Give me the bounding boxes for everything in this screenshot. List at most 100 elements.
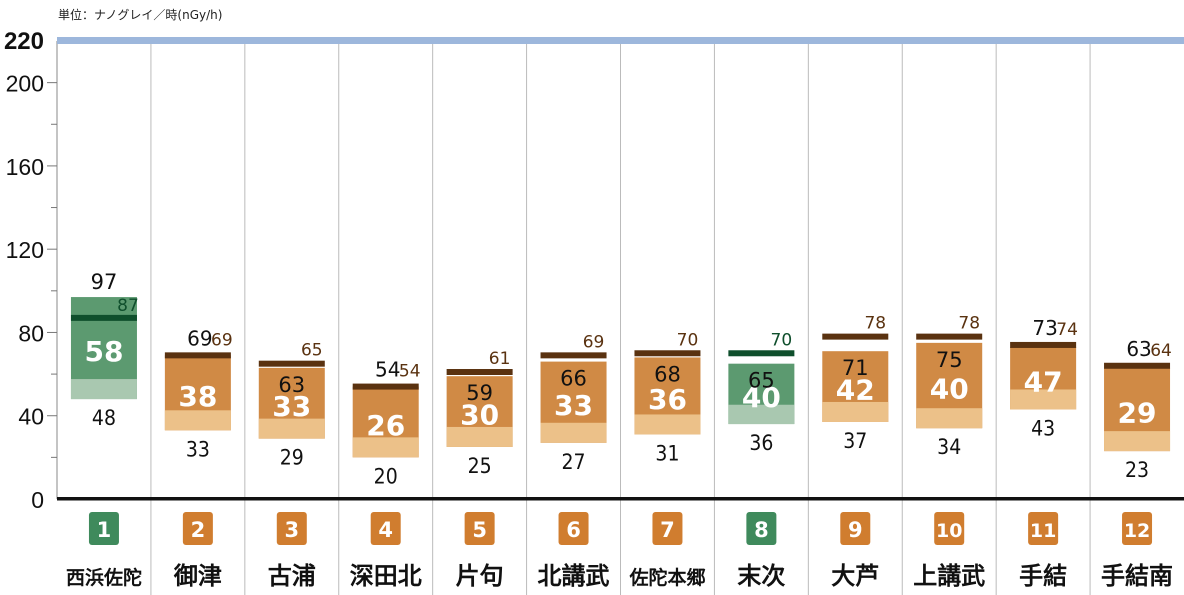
station-name: 佐陀本郷 — [628, 566, 705, 589]
min-label: 33 — [186, 437, 210, 461]
station-number: 11 — [1030, 520, 1056, 542]
max-label: 63 — [1126, 337, 1151, 361]
current-value-bar — [446, 369, 513, 376]
range-bar-lower — [446, 426, 513, 447]
max-label: 73 — [1032, 316, 1057, 340]
average-label: 29 — [1118, 396, 1157, 429]
station-badge — [464, 512, 495, 545]
min-label: 48 — [92, 406, 116, 430]
current-label: 78 — [958, 314, 980, 334]
station-badge — [1028, 512, 1059, 545]
min-label: 34 — [937, 435, 961, 459]
station-name: 深田北 — [350, 562, 422, 590]
station-badge — [182, 512, 213, 545]
y-tick-label: 160 — [6, 154, 44, 180]
min-label: 37 — [843, 429, 867, 453]
y-tick-label: 220 — [4, 28, 44, 55]
station-name: 北講武 — [538, 562, 610, 590]
station-badge — [934, 512, 965, 545]
station-name: 手結南 — [1101, 562, 1173, 590]
station-name: 片句 — [456, 562, 504, 590]
max-label: 65 — [748, 369, 775, 393]
current-value-bar — [164, 352, 231, 359]
station-number: 5 — [472, 518, 487, 542]
max-label: 66 — [560, 367, 587, 391]
current-label: 87 — [117, 296, 139, 316]
unit-label: 単位：ナノグレイ／時(nGy/h) — [58, 8, 223, 22]
min-label: 36 — [749, 431, 773, 455]
station-number: 1 — [97, 518, 112, 542]
average-label: 30 — [460, 399, 499, 432]
average-label: 40 — [930, 373, 969, 406]
station-badge — [276, 512, 307, 545]
min-label: 31 — [655, 441, 679, 465]
min-label: 27 — [562, 450, 586, 474]
current-value-bar — [258, 360, 325, 367]
station-number: 2 — [191, 518, 206, 542]
average-label: 47 — [1024, 365, 1063, 398]
average-label: 42 — [836, 374, 875, 407]
station-badge — [1122, 512, 1153, 545]
station-name: 大芦 — [831, 562, 879, 590]
station-name: 上講武 — [913, 562, 985, 590]
range-bar-lower — [728, 404, 795, 425]
average-label: 33 — [554, 389, 593, 422]
average-label: 38 — [178, 380, 217, 413]
current-value-bar — [728, 350, 795, 357]
average-label: 58 — [84, 335, 123, 368]
current-label: 65 — [301, 341, 323, 361]
station-badge — [558, 512, 589, 545]
station-name: 手結 — [1019, 562, 1067, 590]
current-value-bar — [1104, 362, 1171, 369]
current-label: 69 — [583, 332, 605, 352]
max-label: 68 — [654, 362, 681, 386]
y-tick-label: 40 — [18, 404, 44, 430]
max-label: 54 — [375, 358, 400, 382]
current-value-bar — [822, 333, 889, 340]
current-label: 69 — [211, 330, 233, 350]
current-label: 54 — [399, 362, 421, 382]
station-number: 6 — [566, 518, 581, 542]
max-label: 69 — [187, 326, 212, 350]
y-tick-label: 120 — [6, 237, 44, 263]
max-label: 71 — [842, 356, 869, 380]
current-value-bar — [916, 333, 983, 340]
current-label: 61 — [489, 349, 511, 369]
station-number: 10 — [936, 520, 962, 542]
range-bar-lower — [634, 414, 701, 435]
range-bar-lower — [1104, 431, 1171, 452]
top-limit-line — [57, 37, 1184, 44]
min-label: 25 — [468, 454, 492, 478]
current-label: 74 — [1056, 320, 1078, 340]
current-value-bar — [1010, 341, 1077, 348]
range-bar-lower — [70, 379, 137, 400]
average-label: 40 — [742, 381, 781, 414]
station-name: 末次 — [737, 562, 785, 590]
range-bar-lower — [164, 410, 231, 431]
station-badge — [652, 512, 683, 545]
station-number: 4 — [378, 518, 393, 542]
average-label: 36 — [648, 383, 687, 416]
station-number: 8 — [754, 518, 769, 542]
min-label: 20 — [374, 464, 398, 488]
max-label: 63 — [278, 373, 305, 397]
average-label: 26 — [366, 409, 405, 442]
range-bar-lower — [258, 418, 325, 439]
x-axis-baseline — [57, 497, 1184, 501]
current-label: 64 — [1150, 341, 1172, 361]
current-value-bar — [540, 352, 607, 359]
y-tick-label: 200 — [6, 71, 44, 97]
station-number: 12 — [1124, 520, 1150, 542]
current-label: 78 — [864, 314, 886, 334]
current-label: 70 — [677, 330, 699, 350]
range-bar-lower — [1010, 389, 1077, 410]
min-label: 43 — [1031, 416, 1055, 440]
range-bar-lower — [540, 422, 607, 443]
station-badge — [88, 512, 119, 545]
max-label: 97 — [91, 270, 118, 294]
average-label: 33 — [272, 390, 311, 423]
station-badge — [746, 512, 777, 545]
max-label: 59 — [466, 381, 493, 405]
max-label: 75 — [936, 348, 963, 372]
y-tick-label: 0 — [31, 487, 44, 513]
